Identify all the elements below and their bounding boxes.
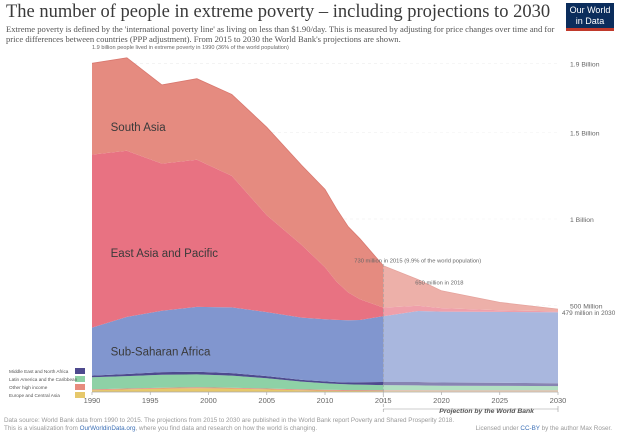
x-tick-label-2025: 2025 [491,396,508,405]
license-suffix: by the author Max Roser. [539,425,612,432]
total-outline [91,57,559,310]
legend-label-latin-america-and-the-caribbean: Latin America and the Caribbean [9,377,78,382]
logo-line-2: in Data [575,16,605,26]
projection-overlay [383,44,558,392]
legend-swatch-middle-east-and-north-africa [75,368,85,374]
chart-subtitle: Extreme poverty is defined by the 'inter… [6,24,555,45]
series-label-sub-saharan-africa: Sub-Saharan Africa [111,347,211,359]
legend-label-other-high-income: Other high income [9,385,48,390]
owid-logo[interactable]: Our World in Data [566,3,614,31]
x-tick-label-2005: 2005 [258,396,275,405]
legend-swatch-latin-america-and-the-caribbean [75,376,85,382]
y-tick-label-1-5-billion: 1.5 Billion [570,131,600,138]
area-europe-and-central-asia [92,388,558,392]
legend-label-europe-and-central-asia: Europe and Central Asia [9,393,60,398]
license-prefix: Licensed under [475,425,521,432]
legend-swatch-other-high-income [75,384,85,390]
x-tick-label-2020: 2020 [433,396,450,405]
x-tick-label-2015: 2015 [375,396,392,405]
area-sub-saharan-africa [92,306,558,384]
series-label-east-asia-and-pacific: East Asia and Pacific [111,248,219,260]
x-tick-label-1995: 1995 [142,396,159,405]
chart-title: The number of people in extreme poverty … [6,2,551,22]
legend-swatch-europe-and-central-asia [75,392,85,398]
area-latin-america-and-the-caribbean [92,374,558,391]
y-tick-label-1-9-billion: 1.9 Billion [570,61,600,68]
legend-label-middle-east-and-north-africa: Middle East and North Africa [9,369,69,374]
footer-note-suffix: , where you find data and research on ho… [135,425,318,432]
owid-link[interactable]: OurWorldinData.org [79,425,136,432]
x-tick-label-2030: 2030 [550,396,567,405]
footer-visualization-note: This is a visualization from OurWorldinD… [4,425,317,432]
footer-license: Licensed under CC-BY by the author Max R… [476,425,612,432]
x-tick-label-1990: 1990 [84,396,101,405]
y-tick-label-500-million: 500 Million [570,304,603,311]
footer-note-prefix: This is a visualization from [4,425,80,432]
annotation-2030: 479 million in 2030 [562,310,616,317]
area-other-high-income [92,387,558,392]
annotation-2018: 650 million in 2018 [415,281,463,287]
area-east-asia-and-pacific [92,150,558,328]
series-label-south-asia: South Asia [111,122,167,134]
area-middle-east-and-north-africa [92,371,558,387]
x-tick-label-2010: 2010 [317,396,334,405]
x-tick-label-2000: 2000 [200,396,217,405]
y-tick-label-1-billion: 1 Billion [570,217,594,224]
projection-label: Projection by the World Bank [439,408,535,415]
area-south-asia [92,57,558,312]
annotation-2015: 730 million in 2015 (9.9% of the world p… [354,259,481,265]
footer-source: Data source: World Bank data from 1990 t… [4,417,455,424]
logo-line-1: Our World [569,5,611,15]
license-link[interactable]: CC-BY [520,425,540,432]
annotation-1990: 1.9 billion people lived in extreme pove… [92,45,289,51]
